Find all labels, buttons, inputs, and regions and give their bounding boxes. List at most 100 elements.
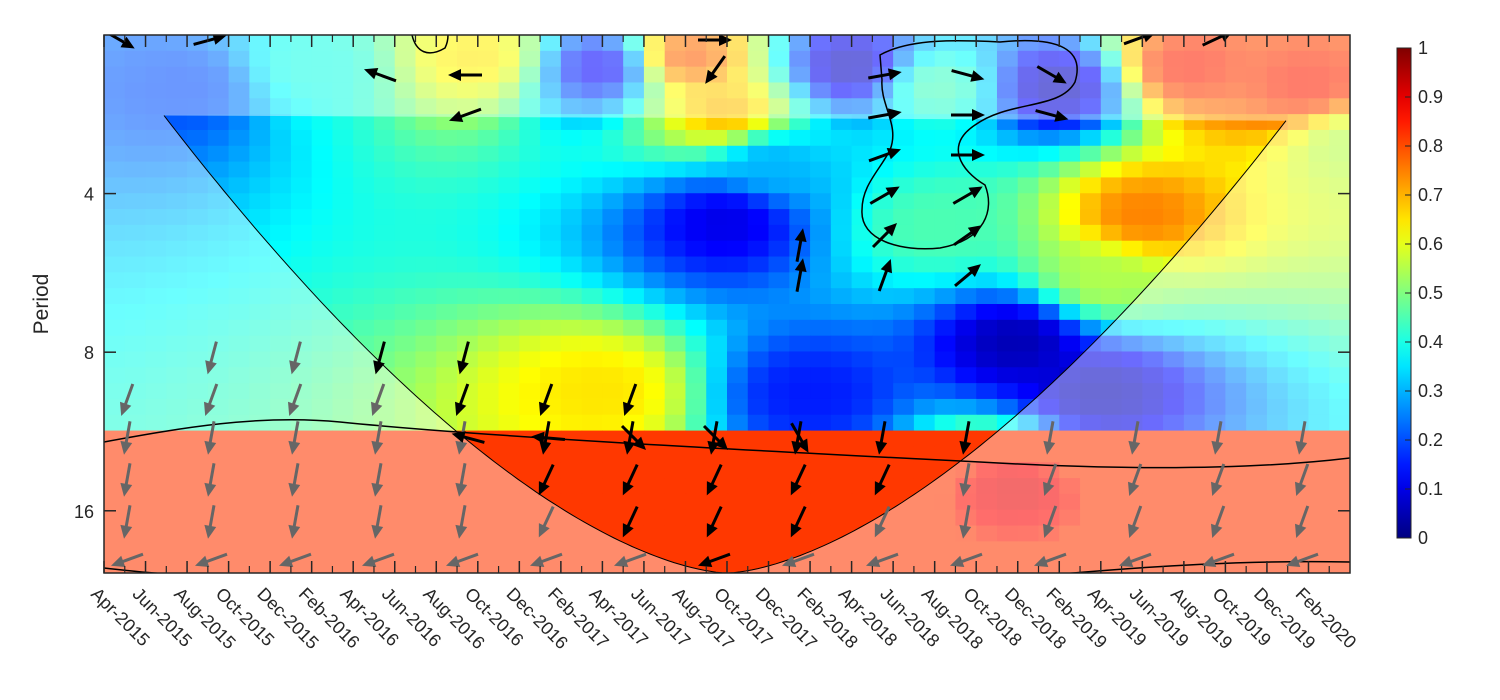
heatmap-cell	[1080, 35, 1102, 52]
heatmap-cell	[290, 288, 313, 305]
heatmap-cell	[166, 240, 188, 258]
heatmap-cell	[727, 398, 749, 416]
heatmap-cell	[228, 50, 250, 68]
heatmap-cell	[477, 177, 500, 194]
heatmap-cell	[373, 50, 396, 68]
heatmap-cell	[623, 193, 645, 210]
heatmap-cell	[602, 114, 624, 131]
heatmap-cell	[124, 335, 147, 353]
heatmap-cell	[1183, 525, 1206, 542]
heatmap-cell	[996, 288, 1019, 305]
heatmap-cell	[1308, 430, 1330, 448]
heatmap-cell	[560, 129, 583, 147]
heatmap-cell	[353, 478, 375, 495]
heatmap-cell	[311, 351, 334, 368]
heatmap-cell	[1308, 398, 1330, 416]
heatmap-cell	[643, 525, 666, 542]
heatmap-cell	[249, 98, 271, 115]
heatmap-cell	[643, 209, 666, 226]
phase-arrow	[875, 421, 888, 455]
heatmap-cell	[1287, 224, 1310, 242]
heatmap-cell	[1246, 509, 1268, 527]
heatmap-cell	[187, 430, 209, 448]
heatmap-cell	[747, 114, 770, 131]
heatmap-cell	[1329, 414, 1350, 432]
colorbar-tick-label: 0.5	[1418, 283, 1443, 303]
heatmap-cell	[477, 129, 500, 147]
heatmap-cell	[1246, 430, 1268, 448]
heatmap-cell	[560, 541, 583, 558]
heatmap-cell	[353, 304, 375, 321]
heatmap-cell	[332, 240, 354, 258]
heatmap-cell	[124, 82, 147, 99]
heatmap-cell	[851, 446, 873, 463]
phase-arrow	[455, 463, 468, 497]
heatmap-cell	[373, 161, 396, 179]
heatmap-cell	[996, 161, 1019, 179]
heatmap-cell	[560, 114, 583, 131]
phase-arrow	[868, 68, 902, 81]
heatmap-cell	[311, 509, 334, 527]
heatmap-cell	[1266, 82, 1289, 99]
heatmap-cell	[1308, 351, 1330, 368]
heatmap-cell	[1142, 304, 1164, 321]
heatmap-cell	[519, 414, 541, 432]
heatmap-cell	[498, 493, 520, 511]
heatmap-cell	[602, 35, 624, 52]
heatmap-cell	[602, 161, 624, 179]
heatmap-cell	[1308, 114, 1330, 131]
heatmap-cell	[996, 319, 1019, 337]
heatmap-cell	[1246, 525, 1268, 542]
heatmap-cell	[166, 129, 188, 147]
heatmap-cell	[332, 224, 354, 242]
heatmap-cell	[166, 288, 188, 305]
heatmap-cell	[747, 35, 770, 52]
heatmap-cell	[1163, 209, 1185, 226]
heatmap-cell	[145, 525, 167, 542]
heatmap-cell	[436, 129, 458, 147]
heatmap-cell	[643, 398, 666, 416]
heatmap-cell	[934, 525, 957, 542]
heatmap-cell	[394, 272, 417, 289]
heatmap-cell	[623, 114, 645, 131]
heatmap-cell	[851, 367, 873, 384]
heatmap-cell	[643, 256, 666, 273]
heatmap-cell	[436, 446, 458, 463]
heatmap-cell	[332, 193, 354, 210]
heatmap-cell	[1204, 256, 1226, 273]
heatmap-cell	[913, 383, 936, 400]
significance-contour	[861, 39, 1078, 250]
coherence-heatmap	[104, 35, 1350, 573]
heatmap-cell	[581, 129, 603, 147]
heatmap-cell	[1142, 351, 1164, 368]
heatmap-cell	[1266, 35, 1289, 52]
heatmap-cell	[1163, 478, 1185, 495]
heatmap-cell	[768, 98, 790, 115]
heatmap-cell	[685, 525, 707, 542]
heatmap-cell	[124, 557, 147, 573]
heatmap-cell	[332, 335, 354, 353]
heatmap-cell	[1163, 414, 1185, 432]
heatmap-cell	[228, 446, 250, 463]
heatmap-cell	[187, 272, 209, 289]
heatmap-cell	[664, 430, 687, 448]
heatmap-cell	[353, 430, 375, 448]
heatmap-cell	[727, 446, 749, 463]
heatmap-cell	[1204, 145, 1226, 163]
heatmap-cell	[394, 114, 417, 131]
heatmap-cell	[519, 304, 541, 321]
heatmap-cell	[540, 351, 562, 368]
heatmap-cell	[290, 335, 313, 353]
phase-arrow	[120, 383, 135, 416]
heatmap-cell	[934, 209, 957, 226]
heatmap-cell	[623, 351, 645, 368]
heatmap-cell	[1329, 82, 1350, 99]
heatmap-cell	[623, 145, 645, 163]
heatmap-cell	[1038, 272, 1060, 289]
heatmap-cell	[1225, 98, 1247, 115]
heatmap-cell	[145, 224, 167, 242]
heatmap-cell	[1204, 98, 1226, 115]
heatmap-cell	[1017, 177, 1040, 194]
heatmap-cell	[1329, 430, 1350, 448]
heatmap-cell	[1059, 193, 1081, 210]
